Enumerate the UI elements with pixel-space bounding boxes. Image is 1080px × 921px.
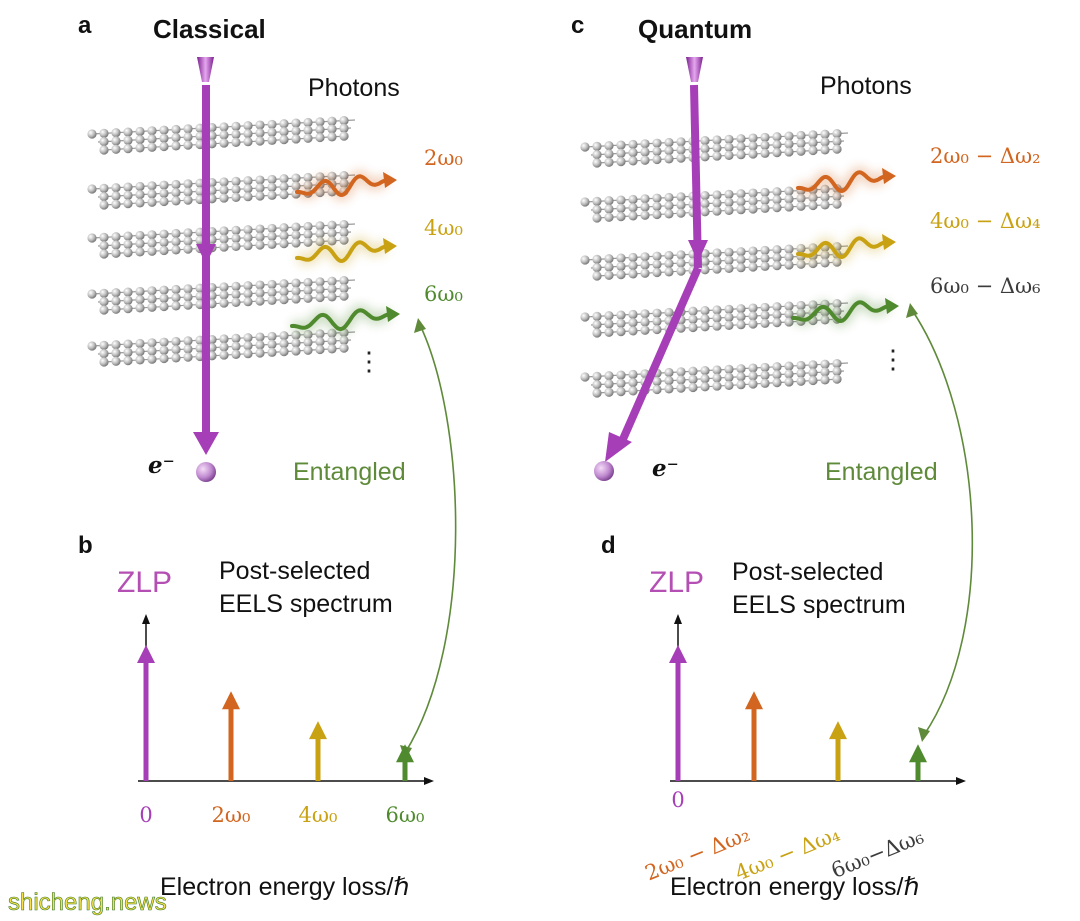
electron-beam-c [605,84,708,462]
photon-label-a-1: 2ω₀ [424,146,463,170]
spectrum-b-peak-0 [137,645,155,781]
spectrum-d-peak-0 [669,645,687,781]
x-axis-label-b: Electron energy loss/ℏ [160,873,409,901]
tick-label-b-2: 4ω₀ [299,803,338,827]
photon-label-a-3: 6ω₀ [424,282,463,306]
spectrum-b-peak-3 [396,744,414,781]
spectrum-b-peak-1 [222,691,240,781]
graphene-a-layer-1 [87,115,356,155]
x-axis-arrow-b [424,777,434,785]
panel-letter-c: c [571,12,584,39]
photon-wave-a-3 [290,304,400,336]
spectrum-d-peak-2 [829,721,847,781]
graphene-c-layer-2 [580,183,849,223]
y-axis-arrow-b [142,614,150,624]
photon-wave-a-2 [295,236,397,268]
ellipsis-a: ⋮ [356,346,382,376]
panel-letter-d: d [601,532,616,559]
zlp-label-d: ZLP [649,566,704,599]
entanglement-arrow-cd [911,309,974,736]
panel-a: a Classical Photons e⁻ 2ω₀ 4ω₀ 6ω₀ ⋮ Ent… [78,12,463,486]
entangled-label-c: Entangled [825,458,938,486]
tick-label-b-0: 0 [139,803,152,827]
tick-label-d-0: 0 [671,788,684,812]
spectrum-title-d-2: EELS spectrum [732,591,906,619]
graphene-c-layer-5 [580,358,849,398]
photon-label-c-2: 4ω₀ − Δω₄ [930,209,1041,233]
tick-label-b-3: 6ω₀ [386,803,425,827]
photon-waves-a [290,170,400,336]
panel-c-title: Quantum [638,14,752,44]
graphene-c-layer-1 [580,128,849,168]
photon-label-c-1: 2ω₀ − Δω₂ [930,144,1041,168]
spectrum-title-b-2: EELS spectrum [219,590,393,618]
graphene-c-layer-4 [580,298,849,338]
entanglement-arrowhead-ab-2 [414,318,426,333]
electron-ball-c [594,461,614,481]
y-axis-arrow-d [674,614,682,624]
panel-letter-b: b [78,532,93,559]
spectrum-b-peak-2 [309,721,327,781]
spectrum-d-peak-3 [909,744,927,781]
graphene-layers-c [580,128,849,398]
spectrum-peaks-d [669,645,927,781]
graphene-layers-a [87,115,356,367]
electron-ball-a [196,462,216,482]
panel-a-photons-label: Photons [308,74,400,102]
entanglement-arrow-ab [404,324,457,754]
panel-c-photons-label: Photons [820,72,912,100]
entanglement-arrowhead-cd-2 [906,303,918,318]
entangled-label-a: Entangled [293,458,406,486]
zlp-label-b: ZLP [117,566,172,599]
entanglement-arrowhead-cd-1 [918,727,930,742]
graphene-a-layer-5 [87,327,356,367]
tick-label-b-1: 2ω₀ [212,803,251,827]
photon-waves-c [791,166,899,328]
electron-tip-a [197,57,214,82]
panel-c: c Quantum Photons e⁻ 2ω₀ − Δω₂ 4ω₀ − Δω₄… [571,12,1041,486]
spectrum-title-b-1: Post-selected [219,557,370,585]
electron-label-c: e⁻ [652,455,679,482]
electron-tip-c [686,57,703,82]
ellipsis-c: ⋮ [880,344,906,374]
photon-wave-c-1 [796,166,896,198]
photon-label-a-2: 4ω₀ [424,216,463,240]
spectrum-d-peak-1 [745,691,763,781]
electron-label-a: e⁻ [148,452,175,479]
photon-wave-a-1 [295,170,397,202]
electron-beam-a [193,85,219,455]
graphene-a-layer-4 [87,275,356,315]
x-axis-arrow-d [956,777,966,785]
photon-wave-c-3 [791,296,899,328]
panel-b: b ZLP Post-selected EELS spectrum 0 2ω₀ … [78,532,434,901]
spectrum-title-d-1: Post-selected [732,558,883,586]
panel-d: d ZLP Post-selected EELS spectrum 0 2ω₀ … [601,532,966,901]
panel-letter-a: a [78,12,92,39]
photon-wave-c-2 [796,232,896,264]
x-axis-label-d: Electron energy loss/ℏ [670,873,919,901]
graphene-a-layer-3 [87,219,356,259]
panel-a-title: Classical [153,14,266,44]
spectrum-peaks-b [137,645,414,781]
photon-label-c-3: 6ω₀ − Δω₆ [930,274,1041,298]
watermark: shicheng.news [8,889,167,916]
